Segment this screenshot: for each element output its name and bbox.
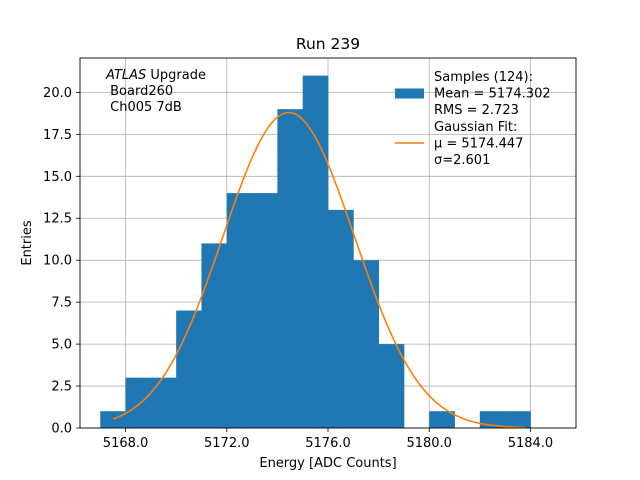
bar-bin-3 [176,310,202,428]
bar-bin-4 [201,243,228,428]
y-axis-label: Entries [20,220,35,266]
histogram-bars [100,75,531,428]
annotation-line-3: Ch005 7dB [106,100,182,115]
bar-bin-6 [252,193,278,428]
bar-bin-10 [353,260,380,428]
bar-bin-9 [328,209,354,428]
bar-bin-1 [125,377,152,428]
legend-entry-0-line-0: Samples (124): [434,70,533,85]
y-tick-label-1: 2.5 [51,380,72,395]
bar-bin-2 [150,377,177,428]
bar-bin-16 [505,411,531,428]
annotation-atlas: ATLAS [105,68,146,83]
legend-entry-0-line-2: RMS = 2.723 [434,103,519,118]
y-tick-label-6: 15.0 [43,170,72,185]
bar-bin-11 [378,344,405,428]
x-tick-label-0: 5168.0 [103,436,149,451]
y-tick-label-4: 10.0 [43,254,72,269]
annotation-line-1: ATLAS Upgrade [105,68,206,83]
x-tick-label-4: 5184.0 [508,436,554,451]
legend-entry-1-line-0: Gaussian Fit: [434,120,517,135]
x-axis-ticks: 5168.0 5172.0 5176.0 5180.0 5184.0 [103,428,553,451]
legend: Samples (124): Mean = 5174.302 RMS = 2.7… [395,70,551,168]
y-tick-label-8: 20.0 [43,86,72,101]
legend-entry-0-line-1: Mean = 5174.302 [434,87,551,102]
y-tick-label-7: 17.5 [43,128,72,143]
y-axis-ticks: 0.0 2.5 5.0 7.5 10.0 12.5 15.0 17.5 20.0 [43,86,80,437]
y-tick-label-2: 5.0 [51,338,72,353]
legend-entry-1-line-2: σ=2.601 [434,153,490,168]
bar-bin-13 [429,411,455,428]
annotation-box: ATLAS Upgrade Board260 Ch005 7dB [105,68,206,115]
x-tick-label-2: 5176.0 [305,436,351,451]
annotation-line-2: Board260 [106,84,173,99]
x-tick-label-1: 5172.0 [204,436,250,451]
legend-patch-samples [395,88,424,99]
y-tick-label-3: 7.5 [51,296,72,311]
bar-bin-5 [226,193,253,428]
chart-title: Run 239 [296,35,360,53]
bar-bin-7 [277,109,304,428]
y-tick-label-0: 0.0 [51,422,72,437]
bar-bin-8 [302,75,329,428]
legend-entry-1-line-1: μ = 5174.447 [434,137,523,152]
annotation-upgrade: Upgrade [146,68,206,83]
y-tick-label-5: 12.5 [43,212,72,227]
x-tick-label-3: 5180.0 [406,436,452,451]
x-axis-label: Energy [ADC Counts] [259,456,396,471]
gaussian-fit-curve [112,111,526,429]
